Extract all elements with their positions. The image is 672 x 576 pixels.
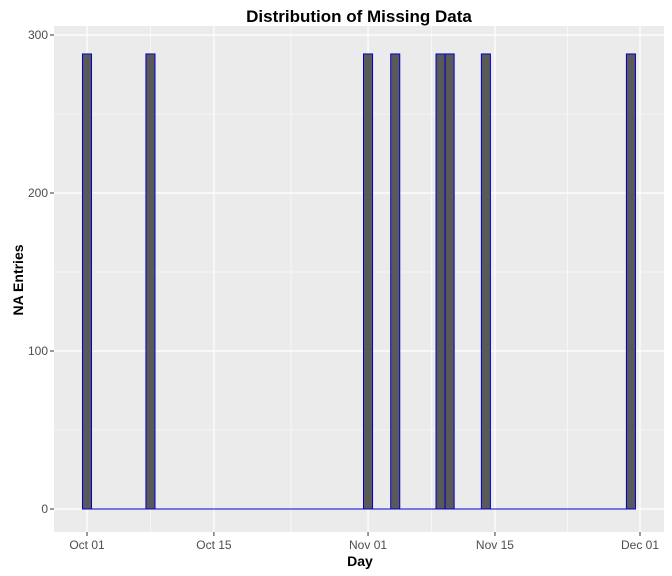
bar — [390, 53, 401, 510]
plot-panel — [54, 26, 664, 532]
bar — [625, 53, 636, 510]
x-tick-label: Oct 01 — [69, 538, 105, 552]
bar — [444, 53, 455, 510]
bar — [81, 53, 93, 510]
y-tick-label: 100 — [28, 344, 48, 358]
bar — [480, 53, 491, 510]
x-tick-label: Dec 01 — [621, 538, 659, 552]
chart-title: Distribution of Missing Data — [246, 7, 472, 26]
bar — [363, 53, 374, 510]
y-tick-label: 200 — [28, 186, 48, 200]
x-tick-label: Nov 15 — [476, 538, 514, 552]
bar — [435, 53, 446, 510]
y-tick-label: 300 — [28, 28, 48, 42]
y-axis: 0 100 200 300 — [28, 28, 54, 516]
bars-group — [81, 53, 636, 510]
x-tick-label: Nov 01 — [349, 538, 387, 552]
x-axis-title: Day — [347, 553, 373, 569]
x-axis: Oct 01 Oct 15 Nov 01 Nov 15 Dec 01 — [69, 532, 659, 552]
y-tick-label: 0 — [41, 502, 48, 516]
x-tick-label: Oct 15 — [196, 538, 232, 552]
bar — [145, 53, 156, 510]
y-axis-title: NA Entries — [10, 244, 26, 315]
